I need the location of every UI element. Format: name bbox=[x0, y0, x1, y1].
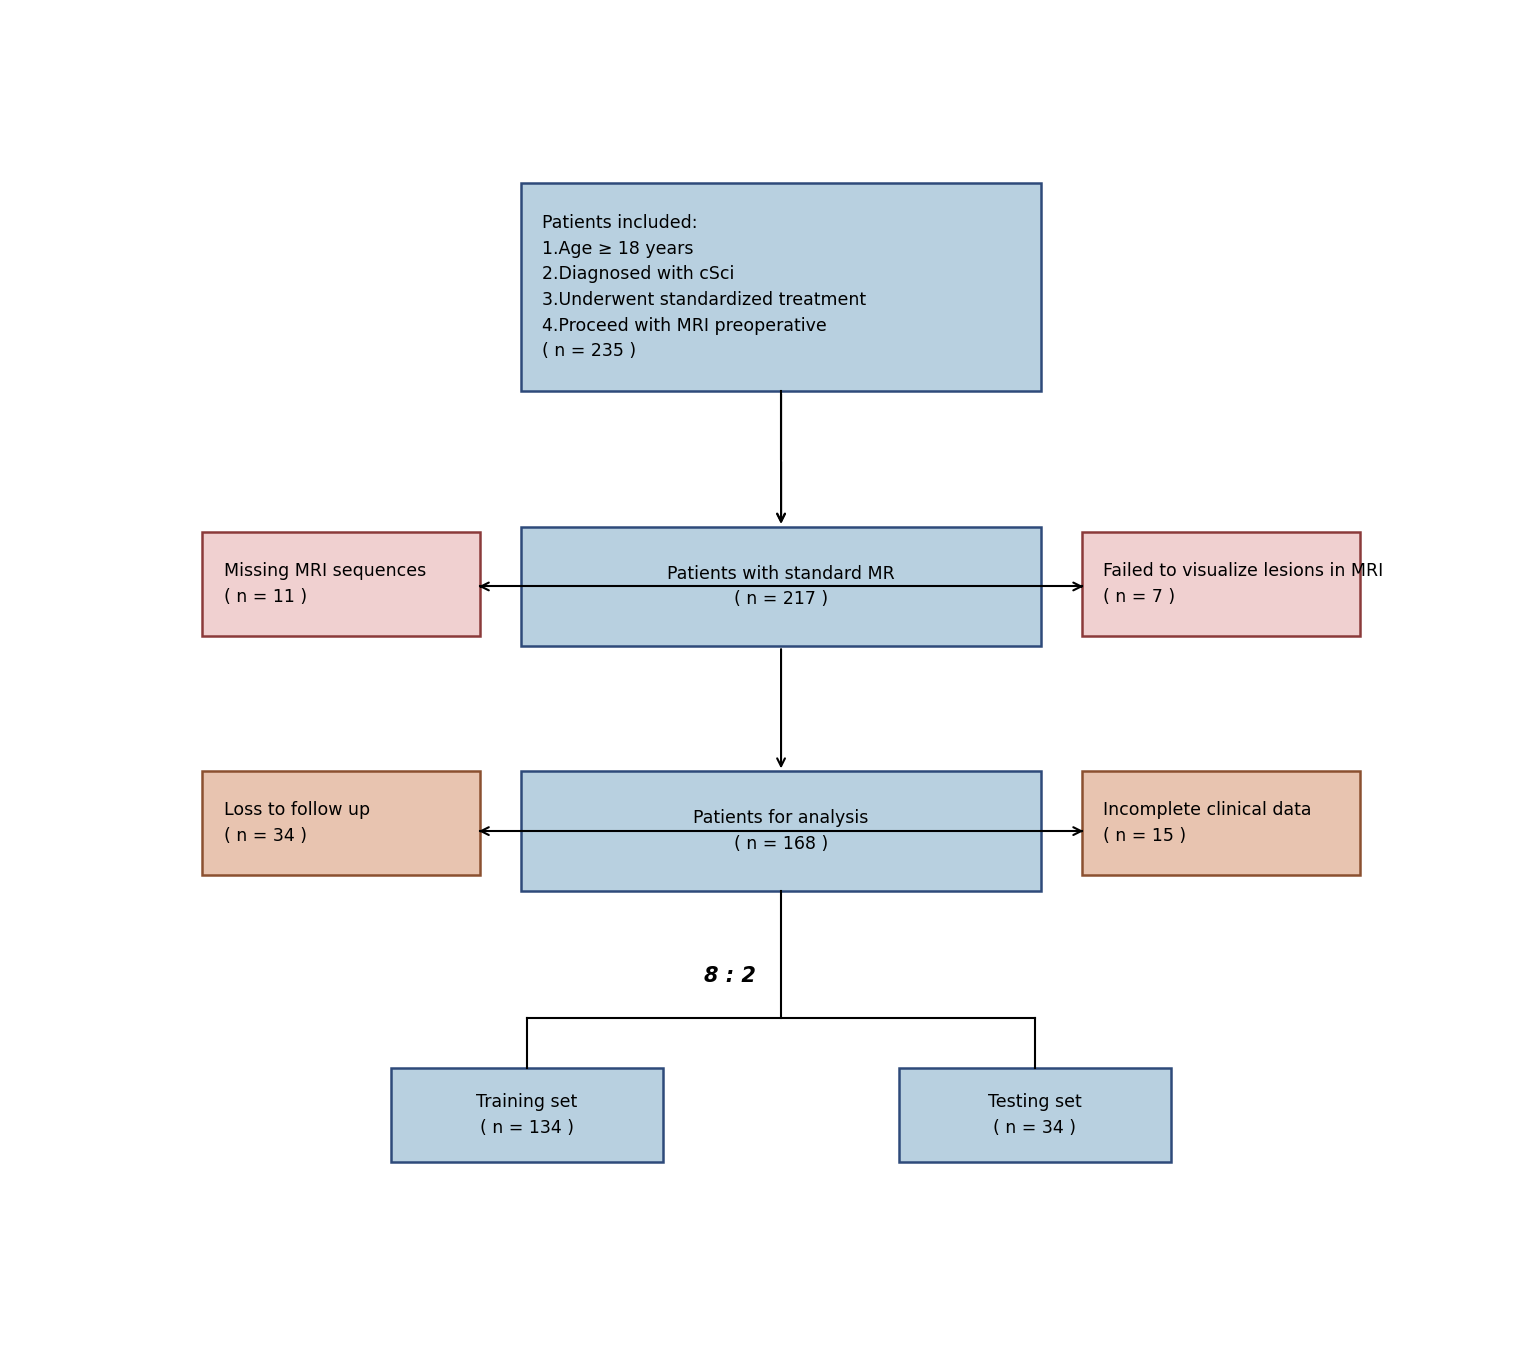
FancyBboxPatch shape bbox=[521, 183, 1041, 391]
Text: Training set
( n = 134 ): Training set ( n = 134 ) bbox=[477, 1092, 578, 1137]
Text: Missing MRI sequences
( n = 11 ): Missing MRI sequences ( n = 11 ) bbox=[224, 562, 425, 606]
Text: Patients included:
1.Age ≥ 18 years
2.Diagnosed with cSci
3.Underwent standardiz: Patients included: 1.Age ≥ 18 years 2.Di… bbox=[543, 214, 867, 361]
FancyBboxPatch shape bbox=[1082, 771, 1359, 875]
Text: Incomplete clinical data
( n = 15 ): Incomplete clinical data ( n = 15 ) bbox=[1103, 802, 1312, 845]
Text: Failed to visualize lesions in MRI
( n = 7 ): Failed to visualize lesions in MRI ( n =… bbox=[1103, 562, 1384, 606]
FancyBboxPatch shape bbox=[899, 1068, 1170, 1161]
Text: Testing set
( n = 34 ): Testing set ( n = 34 ) bbox=[988, 1092, 1082, 1137]
FancyBboxPatch shape bbox=[203, 531, 480, 635]
Text: Patients for analysis
( n = 168 ): Patients for analysis ( n = 168 ) bbox=[693, 810, 869, 853]
Text: Patients with standard MR
( n = 217 ): Patients with standard MR ( n = 217 ) bbox=[668, 565, 895, 608]
Text: Loss to follow up
( n = 34 ): Loss to follow up ( n = 34 ) bbox=[224, 802, 370, 845]
FancyBboxPatch shape bbox=[203, 771, 480, 875]
Text: 8 : 2: 8 : 2 bbox=[704, 967, 756, 987]
FancyBboxPatch shape bbox=[392, 1068, 663, 1161]
FancyBboxPatch shape bbox=[521, 771, 1041, 891]
FancyBboxPatch shape bbox=[1082, 531, 1359, 635]
FancyBboxPatch shape bbox=[521, 527, 1041, 646]
